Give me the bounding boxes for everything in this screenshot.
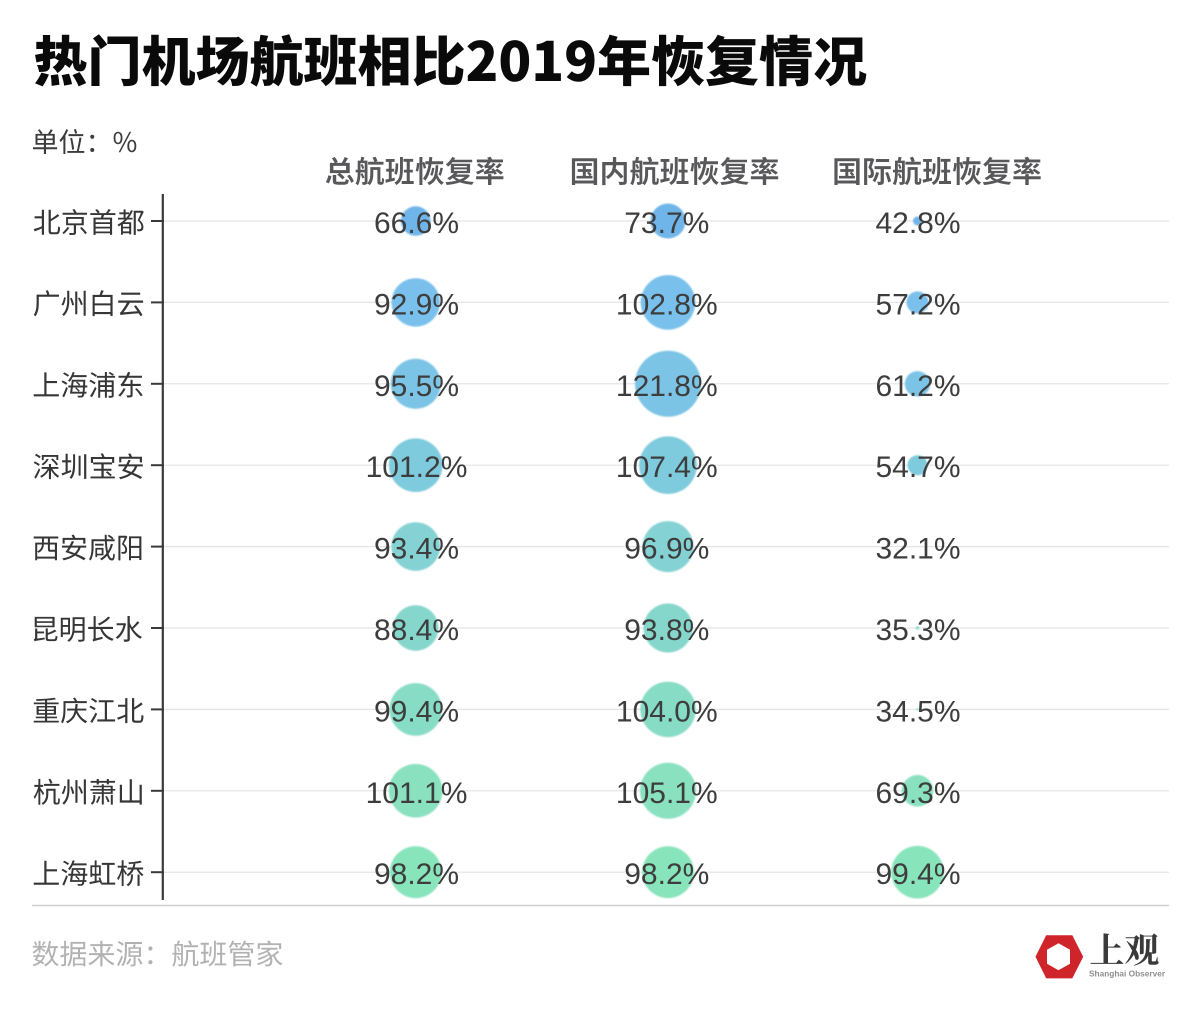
svg-text:104.0%: 104.0% (616, 695, 718, 728)
svg-text:92.9%: 92.9% (374, 288, 459, 321)
svg-text:101.1%: 101.1% (366, 777, 468, 810)
svg-text:99.4%: 99.4% (374, 695, 459, 728)
svg-text:66.6%: 66.6% (374, 207, 459, 240)
svg-text:105.1%: 105.1% (616, 777, 718, 810)
svg-text:121.8%: 121.8% (616, 370, 718, 403)
svg-text:54.7%: 54.7% (875, 451, 960, 484)
svg-text:96.9%: 96.9% (624, 533, 709, 566)
svg-text:102.8%: 102.8% (616, 288, 718, 321)
svg-text:69.3%: 69.3% (875, 777, 960, 810)
svg-text:35.3%: 35.3% (875, 614, 960, 647)
svg-text:93.4%: 93.4% (374, 533, 459, 566)
svg-text:Shanghai Observer: Shanghai Observer (1089, 969, 1166, 979)
svg-text:95.5%: 95.5% (374, 370, 459, 403)
svg-text:32.1%: 32.1% (875, 533, 960, 566)
svg-text:73.7%: 73.7% (624, 207, 709, 240)
svg-text:98.2%: 98.2% (624, 858, 709, 891)
svg-text:93.8%: 93.8% (624, 614, 709, 647)
svg-text:99.4%: 99.4% (875, 858, 960, 891)
svg-text:101.2%: 101.2% (366, 451, 468, 484)
svg-text:107.4%: 107.4% (616, 451, 718, 484)
svg-text:57.2%: 57.2% (875, 288, 960, 321)
svg-text:34.5%: 34.5% (875, 695, 960, 728)
svg-text:42.8%: 42.8% (875, 207, 960, 240)
svg-text:98.2%: 98.2% (374, 858, 459, 891)
svg-text:88.4%: 88.4% (374, 614, 459, 647)
svg-text:61.2%: 61.2% (875, 370, 960, 403)
